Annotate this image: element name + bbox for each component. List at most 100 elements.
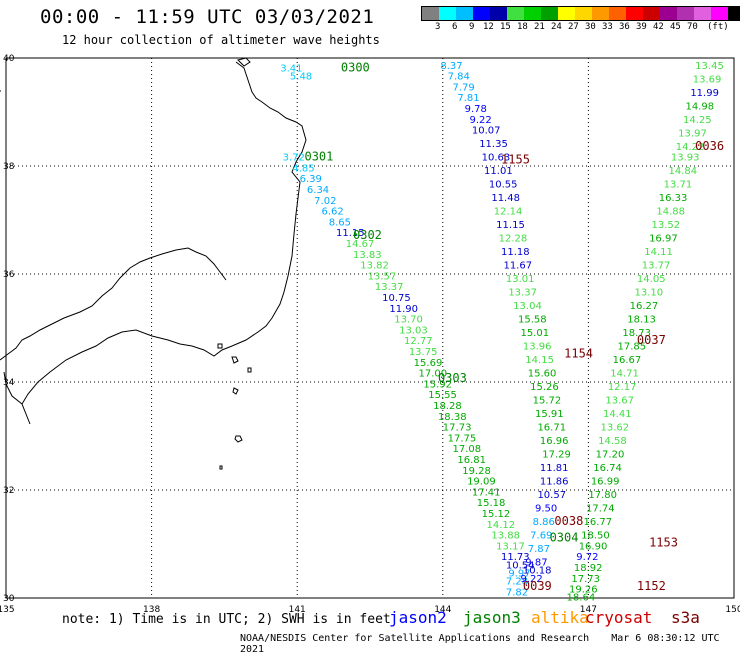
wave-height-value: 16.90	[579, 541, 608, 552]
wave-height-value: 7.69	[530, 531, 552, 542]
wave-height-value: 13.17	[496, 541, 525, 552]
wave-height-value: 12.77	[404, 336, 433, 347]
legend-tick-label: 15	[500, 22, 511, 32]
wave-height-value: 14.05	[637, 274, 666, 285]
legend-swatch	[490, 7, 507, 20]
legend-swatch	[626, 7, 643, 20]
wave-height-value: 15.69	[414, 358, 443, 369]
legend-tick-label: 18	[517, 22, 528, 32]
wave-height-value: 11.18	[501, 247, 530, 258]
wave-height-value: 13.97	[678, 128, 707, 139]
wave-height-value: 15.92	[423, 379, 452, 390]
wave-height-value: 11.48	[491, 193, 520, 204]
wave-height-value: 17.75	[448, 433, 477, 444]
wave-height-value: 7.79	[453, 82, 475, 93]
wave-height-value: 11.67	[503, 261, 532, 272]
wave-height-value: 13.57	[368, 271, 397, 282]
wave-height-value: 17.73	[571, 574, 600, 585]
wave-height-value: 17.80	[588, 490, 617, 501]
wave-height-value: 11.01	[484, 166, 513, 177]
wave-height-value: 7.28	[506, 577, 528, 588]
wave-height-value: 14.11	[644, 247, 673, 258]
legend-swatch	[609, 7, 626, 20]
wave-height-value: 13.88	[491, 531, 520, 542]
wave-height-value: 13.67	[605, 396, 634, 407]
wave-height-value: 13.62	[601, 423, 630, 434]
legend-swatch	[524, 7, 541, 20]
wave-height-value: 16.96	[540, 436, 569, 447]
legend-swatch	[660, 7, 677, 20]
wave-height-value: 14.25	[683, 115, 712, 126]
legend-tick-label: 30	[585, 22, 596, 32]
pass-time-label: 0300	[341, 61, 370, 75]
pass-time-label: 1155	[501, 152, 530, 166]
x-tick-label: 150	[725, 605, 740, 615]
wave-height-value: 15.58	[518, 315, 547, 326]
wave-height-value: 9.97	[508, 568, 530, 579]
wave-height-value: 13.93	[671, 153, 700, 164]
footnote: note: 1) Time is in UTC; 2) SWH is in fe…	[62, 612, 391, 627]
map-frame	[5, 57, 735, 599]
pass-time-label: 1152	[637, 579, 666, 593]
wave-height-value: 17.85	[618, 342, 647, 353]
satellite-name: s3a	[671, 608, 700, 627]
wave-height-value: 17.20	[596, 450, 625, 461]
wave-height-value: 16.71	[537, 423, 566, 434]
wave-height-value: 18.50	[581, 531, 610, 542]
wave-height-value: 14.15	[525, 355, 554, 366]
wave-height-value: 14.98	[685, 101, 714, 112]
wave-height-value: 11.15	[496, 220, 525, 231]
japan-coastline	[0, 57, 307, 425]
wave-height-value: 9.87	[525, 558, 547, 569]
legend-tick-label: 27	[568, 22, 579, 32]
legend-tick-label: 12	[483, 22, 494, 32]
wave-height-value: 18.73	[622, 328, 651, 339]
wave-height-value: 17.00	[419, 369, 448, 380]
wave-height-value: 17.41	[472, 487, 501, 498]
legend-tick-label: 33	[602, 22, 613, 32]
wave-height-value: 14.58	[598, 436, 627, 447]
wave-height-value: 14.88	[656, 207, 685, 218]
altimeter-tracks: 3.415.483.724.856.396.347.026.628.6511.1…	[280, 61, 724, 604]
wave-height-value: 16.27	[630, 301, 659, 312]
wave-height-value: 17.08	[453, 444, 482, 455]
wave-height-value: 13.96	[523, 342, 552, 353]
wave-height-value: 7.82	[506, 587, 528, 598]
legend-tick-label: 24	[551, 22, 562, 32]
wave-height-value: 13.37	[508, 288, 537, 299]
y-tick-label: 34	[3, 378, 15, 388]
pass-time-label: 0038	[554, 514, 583, 528]
wave-height-value: 10.57	[537, 490, 566, 501]
wave-height-value: 7.84	[448, 72, 470, 83]
wave-height-value: 6.62	[321, 207, 343, 218]
legend-tick-label: 21	[534, 22, 545, 32]
wave-height-value: 18.38	[438, 412, 467, 423]
legend-swatch	[711, 7, 728, 20]
wave-height-value: 16.74	[593, 463, 622, 474]
legend-tick-label: 6	[452, 22, 458, 32]
wave-height-value: 15.18	[477, 498, 506, 509]
legend-tick-label: 45	[670, 22, 681, 32]
x-tick-label: 141	[289, 605, 306, 615]
legend-color-bar	[421, 6, 740, 21]
wave-height-value: 10.75	[382, 293, 411, 304]
wave-height-value: 14.22	[676, 142, 705, 153]
wave-height-value: 13.71	[664, 180, 693, 191]
map-subtitle: 12 hour collection of altimeter wave hei…	[62, 33, 380, 47]
legend-swatch	[592, 7, 609, 20]
legend-swatch	[728, 7, 740, 20]
wave-height-value: 13.69	[693, 74, 722, 85]
wave-height-value: 11.81	[540, 463, 569, 474]
wave-height-value: 19.26	[569, 585, 598, 596]
wave-height-value: 17.73	[443, 423, 472, 434]
wave-height-value: 15.91	[535, 409, 564, 420]
wave-height-value: 13.75	[409, 347, 438, 358]
wave-height-value: 12.14	[494, 207, 523, 218]
wave-height-value: 13.52	[651, 220, 680, 231]
credit-text: NOAA/NESDIS Center for Satellite Applica…	[240, 633, 590, 644]
map-title: 00:00 - 11:59 UTC 03/03/2021	[40, 6, 375, 28]
wave-height-value: 10.18	[523, 566, 552, 577]
x-tick-label: 135	[0, 605, 15, 615]
wave-height-value: 9.72	[576, 552, 598, 563]
wave-height-value: 15.12	[482, 509, 511, 520]
